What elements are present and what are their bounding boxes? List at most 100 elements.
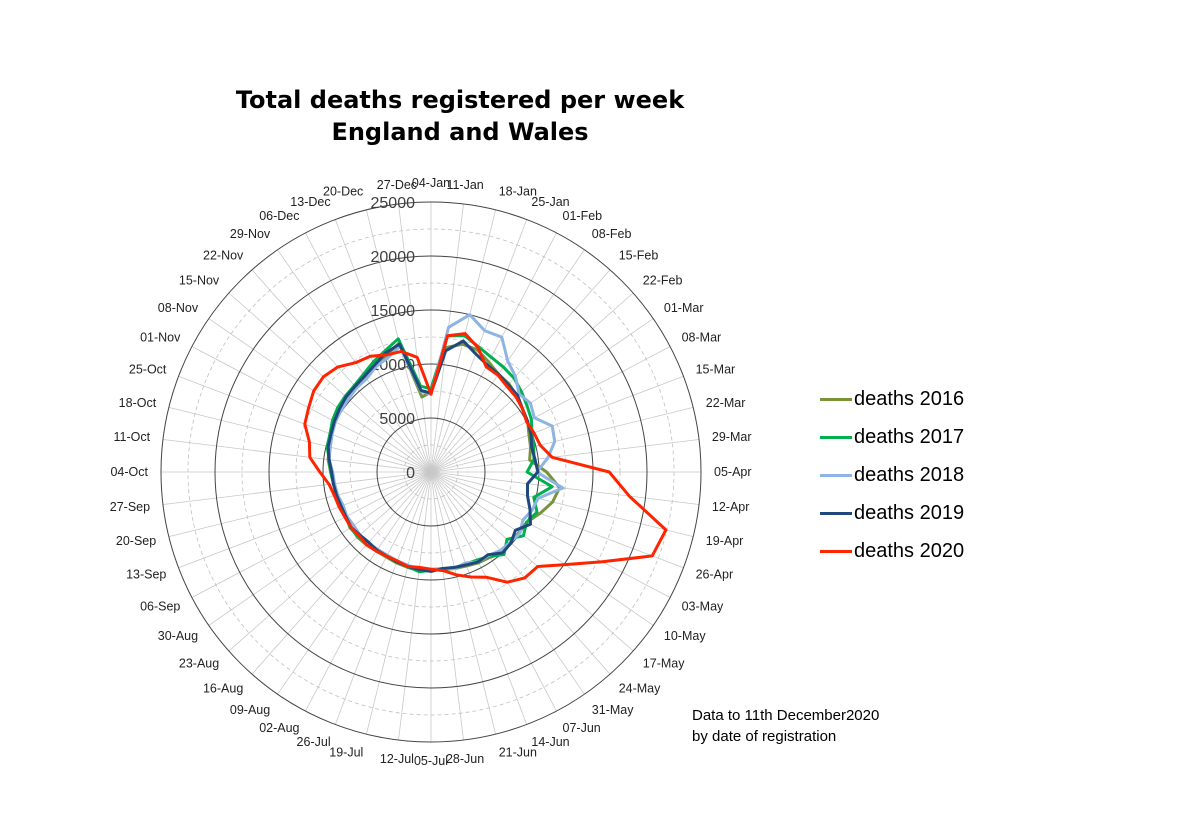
category-label: 22-Feb <box>643 273 683 287</box>
grid-spoke <box>366 471 432 735</box>
category-label: 03-May <box>682 599 724 613</box>
category-label: 19-Jul <box>329 746 363 760</box>
grid-spoke <box>305 471 432 712</box>
series-line-5 <box>303 332 668 584</box>
grid-spoke <box>430 269 611 473</box>
category-label: 06-Dec <box>259 209 299 223</box>
category-label: 18-Oct <box>119 396 157 410</box>
category-label: 26-Apr <box>696 568 734 582</box>
category-label: 29-Mar <box>712 430 752 444</box>
category-label: 08-Nov <box>158 301 199 315</box>
category-label: 12-Jul <box>380 752 414 766</box>
grid-spoke <box>430 471 684 569</box>
category-label: 17-May <box>643 657 685 671</box>
category-label: 27-Sep <box>110 500 150 514</box>
grid-spoke <box>208 471 432 626</box>
grid-spoke <box>191 346 432 473</box>
legend-swatch <box>820 549 852 553</box>
category-label: 20-Dec <box>323 184 363 198</box>
radial-tick-label: 25000 <box>371 195 416 212</box>
legend-item: deaths 2017 <box>820 418 964 456</box>
grid-circle-minor <box>241 282 621 662</box>
category-label: 04-Oct <box>110 465 148 479</box>
grid-circle-minor <box>295 336 567 608</box>
category-label: 05-Apr <box>714 465 752 479</box>
category-label: 18-Jan <box>499 184 537 198</box>
legend-swatch <box>820 435 852 439</box>
chart-title: Total deaths registered per week England… <box>180 84 740 148</box>
category-label: 13-Dec <box>290 195 330 209</box>
legend-swatch <box>820 511 852 515</box>
radial-tick-label: 0 <box>406 465 415 482</box>
grid-spoke <box>334 219 432 473</box>
grid-circle-major <box>214 255 648 689</box>
grid-spoke <box>178 471 432 569</box>
grid-circle-minor <box>403 444 459 500</box>
category-label: 01-Nov <box>140 331 181 345</box>
category-label: 15-Nov <box>179 273 220 287</box>
category-label: 31-May <box>592 703 634 717</box>
category-label: 30-Aug <box>158 629 198 643</box>
category-label: 23-Aug <box>179 657 219 671</box>
radial-tick-label: 20000 <box>371 249 416 266</box>
chart-title-line-1: Total deaths registered per week <box>235 86 685 114</box>
category-label: 10-May <box>664 629 706 643</box>
legend: deaths 2016 deaths 2017 deaths 2018 deaths … <box>820 380 964 570</box>
radial-tick-label: 15000 <box>371 303 416 320</box>
category-label: 21-Jun <box>499 746 537 760</box>
grid-spoke <box>430 439 700 473</box>
category-label: 27-Dec <box>377 178 417 192</box>
series-lines <box>303 313 668 584</box>
legend-label: deaths 2019 <box>854 501 965 524</box>
category-label: 22-Mar <box>706 396 746 410</box>
category-label: 20-Sep <box>116 534 156 548</box>
category-label: 01-Mar <box>664 301 704 315</box>
chart-title-line-2: England and Wales <box>331 118 589 146</box>
category-label: 05-Jul <box>414 754 448 768</box>
category-label: 19-Apr <box>706 534 744 548</box>
category-label: 15-Mar <box>696 363 736 377</box>
category-label: 09-Aug <box>230 703 270 717</box>
legend-label: deaths 2016 <box>854 387 965 410</box>
grid-spoke <box>162 439 432 473</box>
legend-label: deaths 2020 <box>854 539 965 562</box>
legend-item: deaths 2019 <box>820 494 964 532</box>
legend-swatch <box>820 397 852 401</box>
legend-item: deaths 2016 <box>820 380 964 418</box>
category-label: 11-Jan <box>446 178 483 192</box>
grid-spoke <box>228 471 432 652</box>
category-label: 08-Feb <box>592 227 632 241</box>
legend-item: deaths 2018 <box>820 456 964 494</box>
grid-spoke <box>251 269 432 473</box>
category-label: 06-Sep <box>140 599 180 613</box>
category-label: 26-Jul <box>297 735 331 749</box>
category-label: 15-Feb <box>619 249 659 263</box>
category-label: 13-Sep <box>126 568 166 582</box>
grid-spoke <box>430 471 634 652</box>
grid-spoke <box>398 471 432 741</box>
category-label: 29-Nov <box>230 227 271 241</box>
grid-spoke <box>277 471 432 695</box>
grid-circles <box>160 201 702 743</box>
category-label: 08-Mar <box>682 331 722 345</box>
category-label: 02-Aug <box>259 721 299 735</box>
category-label: 07-Jun <box>563 721 601 735</box>
grid-circle-minor <box>187 228 675 716</box>
category-label: 12-Apr <box>712 500 750 514</box>
category-label: 25-Oct <box>129 363 167 377</box>
category-label: 22-Nov <box>203 249 244 263</box>
legend-label: deaths 2017 <box>854 425 965 448</box>
category-label: 24-May <box>619 681 661 695</box>
category-label: 04-Jan <box>412 176 450 190</box>
legend-swatch <box>820 473 852 477</box>
radial-tick-label: 5000 <box>379 411 415 428</box>
grid-spoke <box>430 471 694 537</box>
category-label: 16-Aug <box>203 681 243 695</box>
grid-spoke <box>430 471 654 626</box>
grid-spoke <box>430 346 671 473</box>
category-label: 28-Jun <box>446 752 484 766</box>
grid-circle-major <box>376 417 486 527</box>
grid-circle-major <box>160 201 702 743</box>
